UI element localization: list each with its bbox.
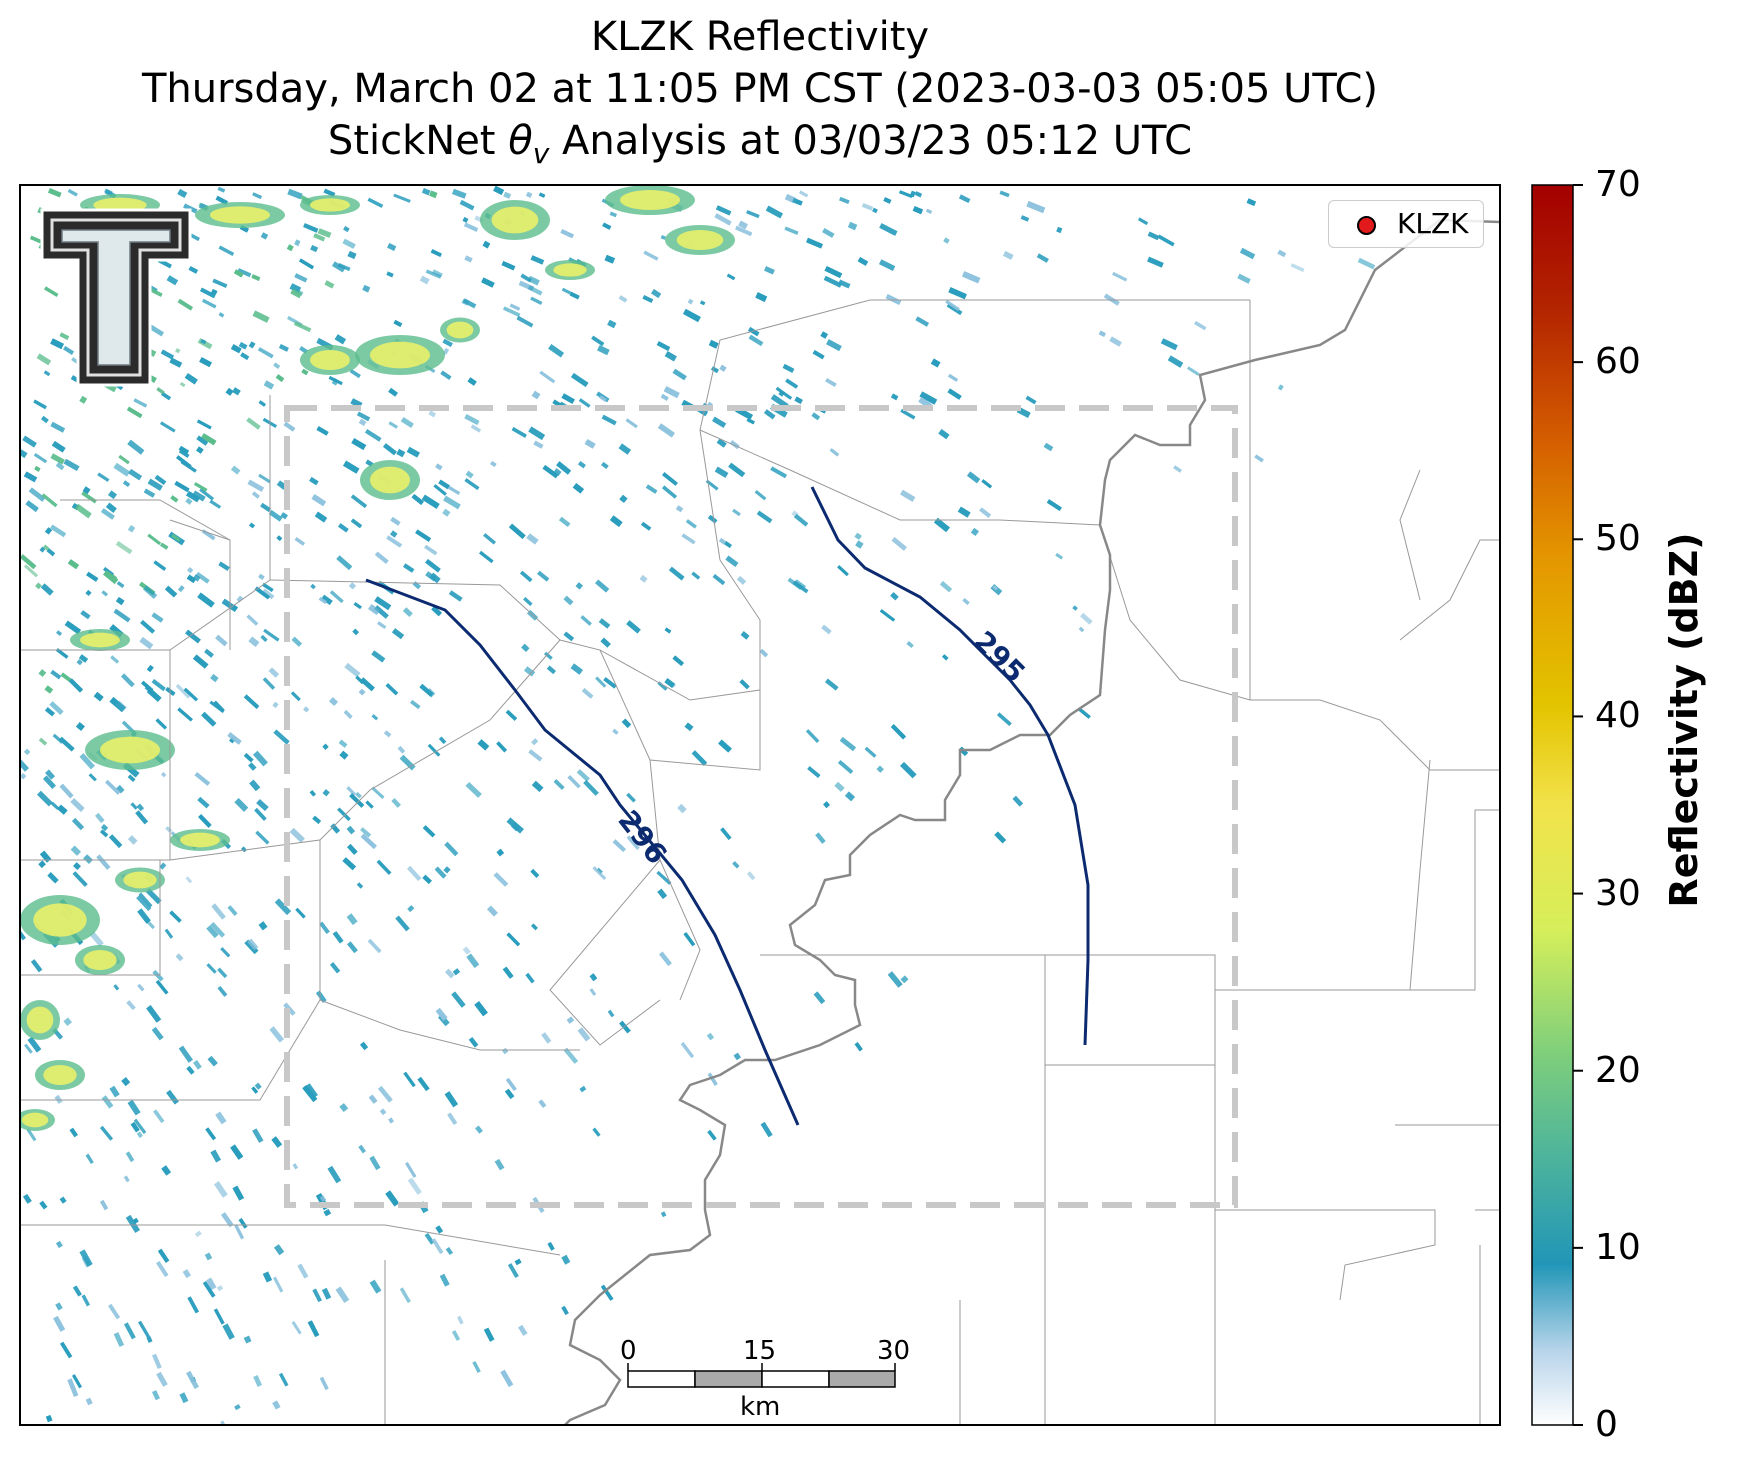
colorbar-tick-label: 60 xyxy=(1595,341,1641,383)
colorbar-tick-label: 70 xyxy=(1595,164,1641,205)
colorbar-tick-label: 20 xyxy=(1595,1049,1641,1091)
contour-295-label: 295 xyxy=(967,625,1032,690)
chart-subtitle-time: Thursday, March 02 at 11:05 PM CST (2023… xyxy=(141,66,1379,112)
map-frame xyxy=(19,184,1501,1426)
texas-tech-logo xyxy=(40,208,192,387)
contour-295-line xyxy=(810,486,1090,1046)
colorbar xyxy=(1531,184,1583,1426)
legend: KLZK xyxy=(1328,200,1484,248)
contour-296-line xyxy=(365,578,800,1126)
scalebar-unit: km xyxy=(740,1392,781,1422)
klzk-marker-icon xyxy=(1357,216,1376,235)
analysis-domain-box xyxy=(284,405,1238,1208)
county-lines xyxy=(20,299,1500,1425)
scalebar-tick-15: 15 xyxy=(743,1336,777,1366)
radar-echoes xyxy=(20,185,1376,1425)
colorbar-tick-label: 50 xyxy=(1595,518,1641,560)
colorbar-tick-label: 40 xyxy=(1595,695,1641,737)
colorbar-bar xyxy=(1531,184,1574,1426)
colorbar-tick-label: 0 xyxy=(1595,1404,1618,1445)
colorbar-tick-label: 10 xyxy=(1595,1226,1641,1268)
scale-bar xyxy=(627,1363,896,1388)
legend-label: KLZK xyxy=(1397,207,1469,240)
scalebar-tick-30: 30 xyxy=(877,1336,911,1366)
colorbar-label: Reflectivity (dBZ) xyxy=(1662,532,1706,908)
colorbar-tick-label: 30 xyxy=(1595,872,1641,914)
state-border-line xyxy=(564,218,1500,1425)
chart-subtitle-analysis: StickNet θv Analysis at 03/03/23 05:12 U… xyxy=(327,118,1193,170)
chart-title: KLZK Reflectivity xyxy=(590,14,930,60)
scalebar-tick-0: 0 xyxy=(620,1336,637,1366)
